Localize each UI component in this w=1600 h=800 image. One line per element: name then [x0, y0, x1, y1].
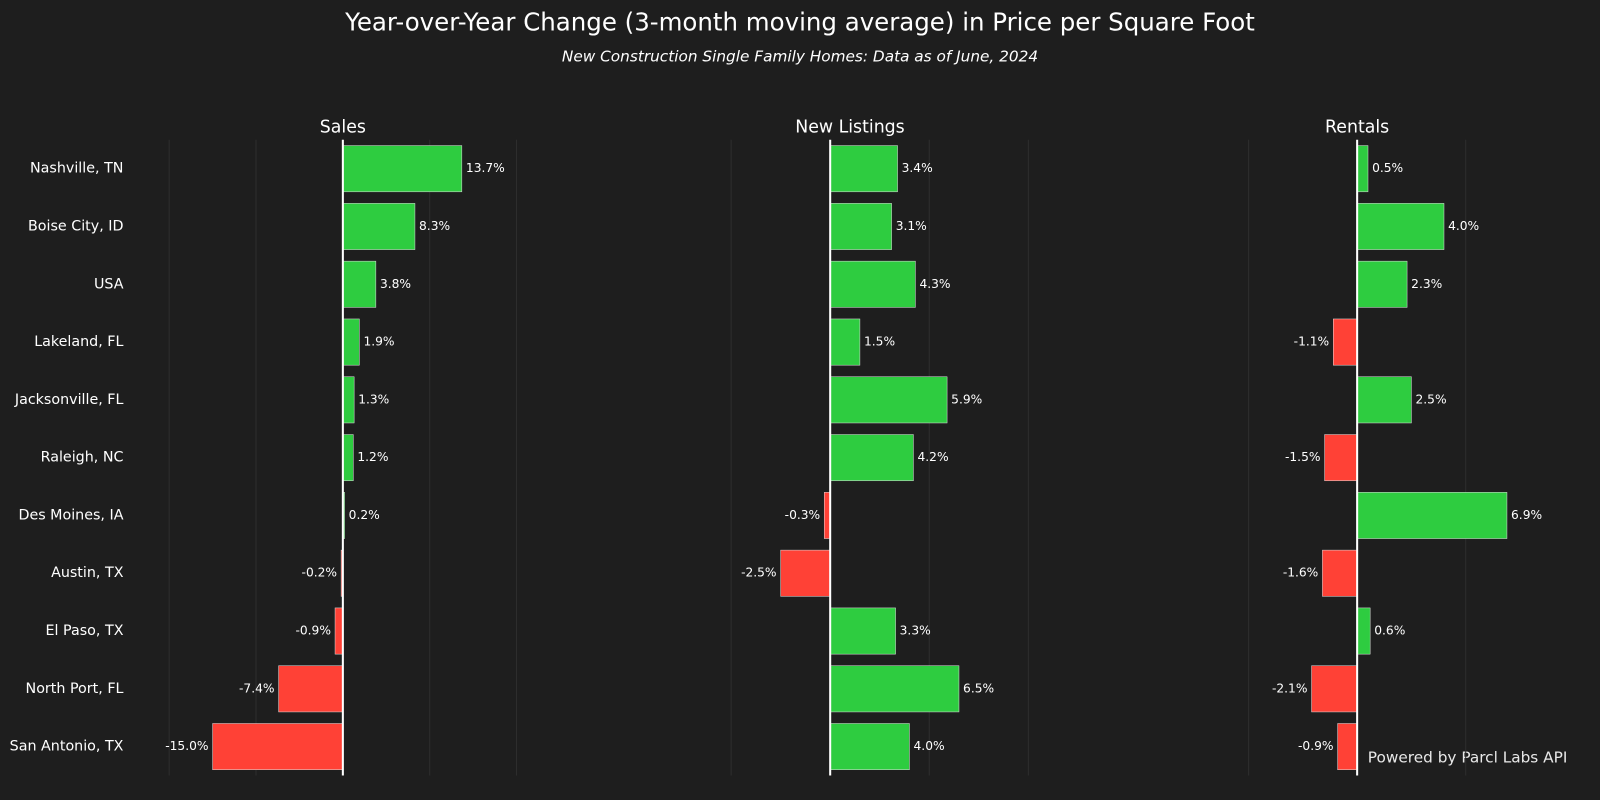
bar	[1356, 492, 1508, 539]
y-tick-label: Jacksonville, FL	[14, 392, 124, 408]
data-label: 3.8%	[380, 277, 411, 291]
bar	[342, 376, 355, 424]
data-label: 13.7%	[466, 161, 505, 175]
bar	[1356, 376, 1412, 424]
bar	[829, 376, 948, 424]
chart-title: Year-over-Year Change (3-month moving av…	[344, 7, 1255, 36]
y-tick-label: Austin, TX	[51, 565, 124, 581]
data-label: -0.9%	[1298, 739, 1334, 753]
subplot-title: Sales	[320, 118, 366, 138]
subplot-title: Rentals	[1325, 118, 1389, 138]
subplot-title: New Listings	[795, 118, 904, 138]
y-tick-label: Nashville, TN	[30, 161, 123, 177]
watermark: Powered by Parcl Labs API	[1368, 749, 1568, 767]
bar	[829, 434, 914, 482]
y-tick-label: Raleigh, NC	[41, 450, 124, 466]
data-label: -7.4%	[239, 681, 275, 695]
data-label: 4.0%	[914, 739, 945, 753]
y-tick-label: Lakeland, FL	[34, 334, 123, 350]
y-tick-label: Des Moines, IA	[18, 507, 123, 523]
data-label: -15.0%	[165, 739, 208, 753]
data-label: 3.3%	[900, 624, 931, 638]
data-label: 4.3%	[919, 277, 950, 291]
bar	[1337, 723, 1358, 770]
bar	[1356, 203, 1445, 250]
data-label: 0.6%	[1374, 624, 1405, 638]
bar	[1333, 318, 1358, 366]
data-label: -0.2%	[302, 566, 338, 580]
data-label: 0.5%	[1372, 161, 1403, 175]
data-label: 5.9%	[951, 392, 982, 406]
data-label: -1.5%	[1285, 450, 1321, 464]
data-label: -2.5%	[741, 566, 777, 580]
bar	[278, 665, 344, 713]
y-tick-label: San Antonio, TX	[10, 739, 124, 755]
data-label: 1.3%	[358, 392, 389, 406]
data-label: 4.0%	[1448, 219, 1479, 233]
chart-subtitle: New Construction Single Family Homes: Da…	[562, 48, 1038, 66]
data-label: -0.3%	[785, 508, 820, 522]
bar	[829, 145, 898, 193]
bar	[829, 665, 960, 713]
bar	[342, 318, 360, 366]
data-label: -1.6%	[1283, 566, 1319, 580]
data-label: 2.3%	[1411, 277, 1442, 291]
data-label: 4.2%	[917, 450, 948, 464]
data-label: -2.1%	[1272, 681, 1308, 695]
data-label: 2.5%	[1416, 392, 1447, 406]
data-label: 0.2%	[349, 508, 380, 522]
bar	[342, 260, 377, 308]
y-tick-label: North Port, FL	[26, 681, 124, 697]
bar	[1322, 549, 1358, 597]
data-label: 3.1%	[896, 219, 927, 233]
bar	[342, 203, 416, 250]
data-label: 1.5%	[864, 335, 895, 349]
data-label: 8.3%	[419, 219, 450, 233]
bar	[780, 549, 831, 597]
y-tick-label: Boise City, ID	[28, 218, 123, 234]
bar	[212, 723, 344, 770]
data-label: -1.1%	[1294, 335, 1330, 349]
bar	[342, 145, 463, 193]
bar	[1356, 260, 1408, 308]
y-tick-label: USA	[94, 276, 124, 292]
data-label: -0.9%	[295, 624, 331, 638]
y-tick-label: El Paso, TX	[46, 623, 124, 639]
bar	[829, 203, 892, 250]
bar	[1356, 607, 1371, 655]
data-label: 6.9%	[1511, 508, 1542, 522]
bar	[1356, 145, 1369, 193]
bar	[342, 434, 354, 482]
bar	[829, 607, 896, 655]
data-label: 3.4%	[902, 161, 933, 175]
bar	[829, 723, 910, 770]
data-label: 1.9%	[363, 335, 394, 349]
bar	[829, 318, 861, 366]
data-label: 6.5%	[963, 681, 994, 695]
bar	[1311, 665, 1358, 713]
data-label: 1.2%	[357, 450, 388, 464]
bar	[829, 260, 916, 308]
bar	[1324, 434, 1358, 482]
bar	[334, 607, 344, 655]
